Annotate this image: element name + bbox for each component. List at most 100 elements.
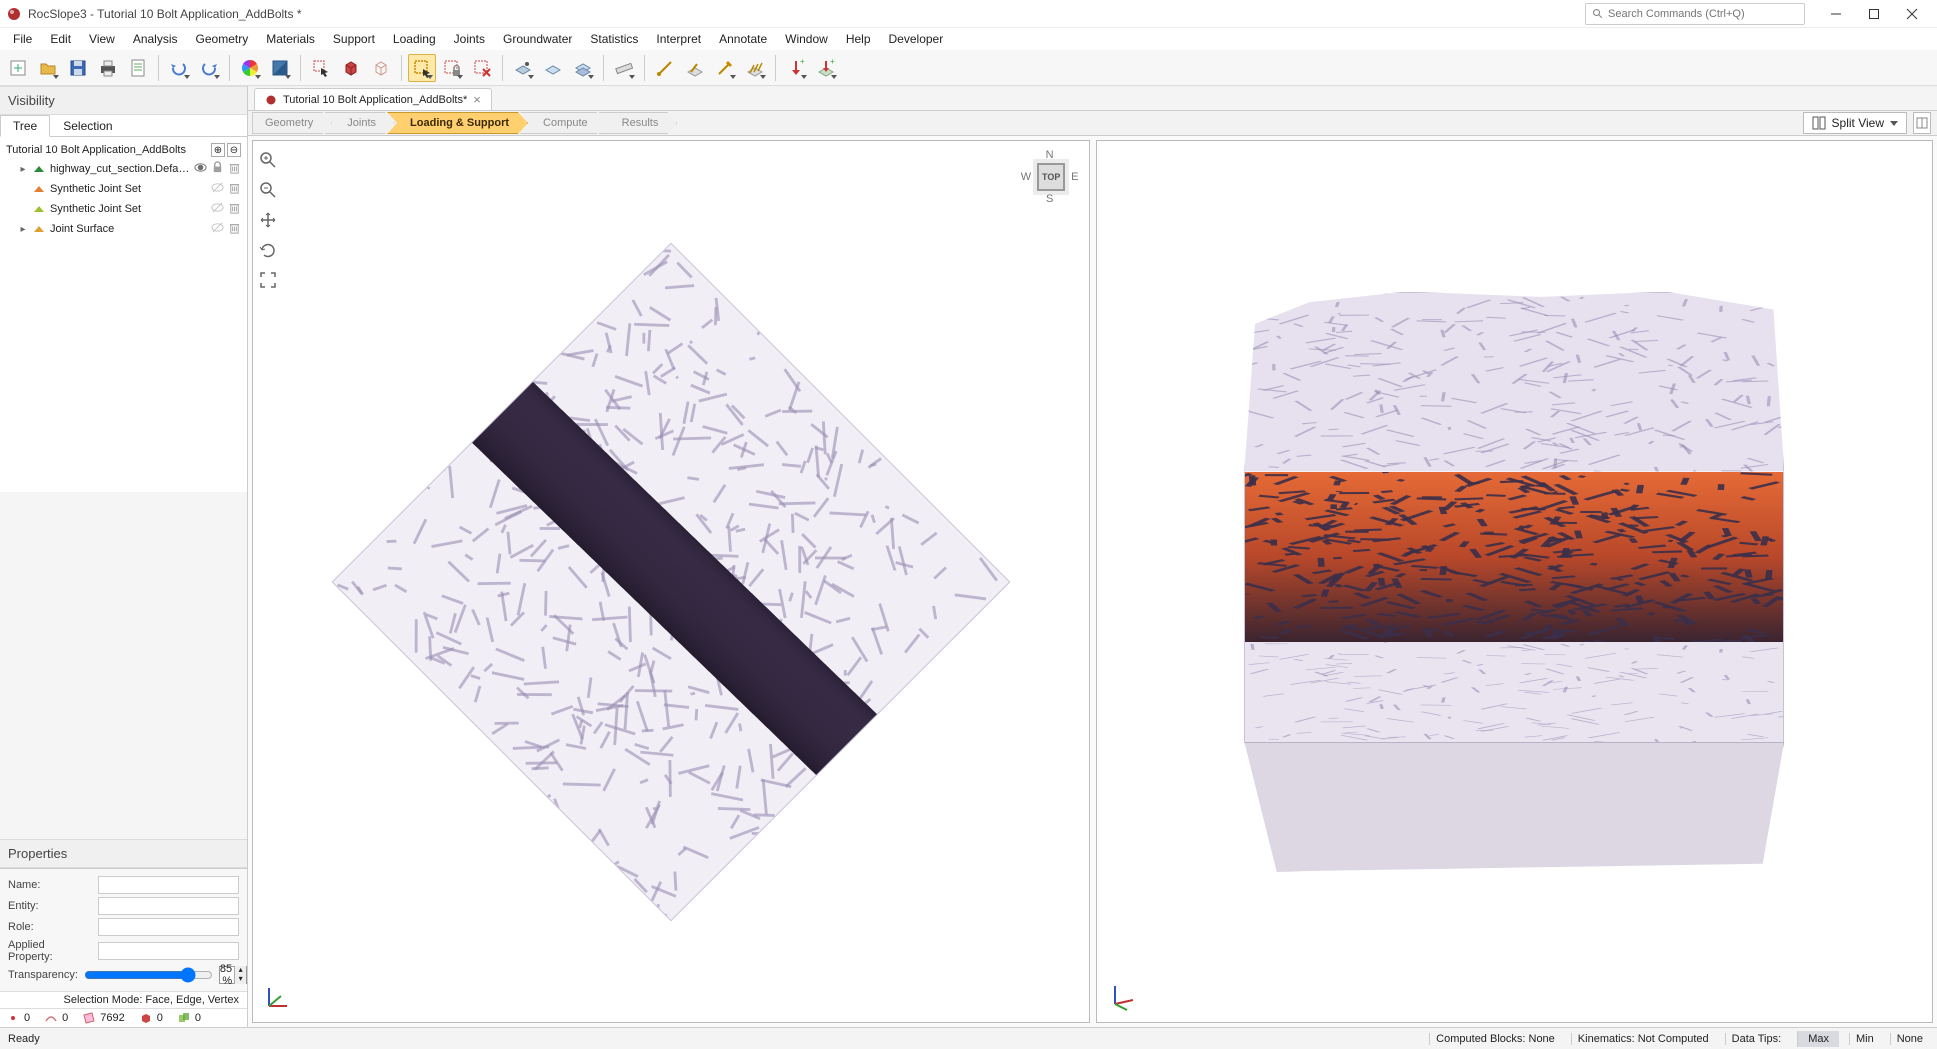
visibility-toggle-icon[interactable]	[194, 161, 207, 177]
delete-icon[interactable]	[228, 161, 241, 177]
slice-icon[interactable]	[509, 54, 537, 82]
select-clear-icon[interactable]	[468, 54, 496, 82]
menu-analysis[interactable]: Analysis	[124, 30, 187, 48]
pan-icon[interactable]	[257, 209, 279, 231]
close-tab-icon[interactable]: ×	[473, 92, 481, 107]
tree-collapse-button[interactable]: ⊖	[227, 143, 241, 157]
tree-item[interactable]: ▸Joint Surface	[4, 219, 243, 239]
data-tips-label: Data Tips:	[1732, 1033, 1782, 1045]
print-icon[interactable]	[94, 54, 122, 82]
visibility-toggle-icon[interactable]	[211, 181, 224, 197]
menu-geometry[interactable]: Geometry	[187, 30, 258, 48]
transparency-slider[interactable]	[84, 967, 213, 983]
menu-interpret[interactable]: Interpret	[647, 30, 710, 48]
minimize-button[interactable]	[1817, 3, 1855, 25]
gradient-icon[interactable]	[266, 54, 294, 82]
workflow-step-loading-support[interactable]: Loading & Support	[387, 112, 528, 134]
chevron-down-icon	[588, 75, 594, 79]
workflow-step-compute[interactable]: Compute	[520, 112, 607, 134]
tree-item-label: highway_cut_section.Default.Mesh	[50, 163, 190, 175]
visibility-toggle-icon[interactable]	[211, 221, 224, 237]
menu-materials[interactable]: Materials	[257, 30, 324, 48]
maximize-button[interactable]	[1855, 3, 1893, 25]
bolt-surface-icon[interactable]	[681, 54, 709, 82]
workflow-step-joints[interactable]: Joints	[324, 112, 395, 134]
data-tips-max[interactable]: Max	[1797, 1031, 1839, 1047]
prop-role-field[interactable]	[98, 918, 239, 936]
undo-icon[interactable]	[165, 54, 193, 82]
expand-icon[interactable]: ▸	[18, 224, 28, 235]
report-icon[interactable]	[124, 54, 152, 82]
visibility-tab-selection[interactable]: Selection	[50, 115, 125, 136]
menu-support[interactable]: Support	[324, 30, 384, 48]
palette-icon[interactable]	[236, 54, 264, 82]
transparency-spinner[interactable]: 85 % ▴▾	[219, 966, 247, 984]
bolt-single-icon[interactable]	[651, 54, 679, 82]
workflow-step-geometry[interactable]: Geometry	[252, 112, 332, 134]
spin-down[interactable]: ▾	[234, 975, 246, 984]
cube-red-icon[interactable]	[337, 54, 365, 82]
menu-statistics[interactable]: Statistics	[581, 30, 647, 48]
prop-entity-field[interactable]	[98, 897, 239, 915]
menu-view[interactable]: View	[80, 30, 124, 48]
redo-icon[interactable]	[195, 54, 223, 82]
menu-window[interactable]: Window	[776, 30, 837, 48]
menu-groundwater[interactable]: Groundwater	[494, 30, 581, 48]
open-icon[interactable]	[34, 54, 62, 82]
menu-file[interactable]: File	[4, 30, 41, 48]
close-button[interactable]	[1893, 3, 1931, 25]
menu-loading[interactable]: Loading	[384, 30, 445, 48]
delete-icon[interactable]	[228, 221, 241, 237]
select-box-icon[interactable]	[408, 54, 436, 82]
search-commands-input[interactable]	[1585, 3, 1805, 25]
tree-expand-button[interactable]: ⊕	[211, 143, 225, 157]
compass-w: W	[1021, 171, 1031, 183]
measure-icon[interactable]	[610, 54, 638, 82]
bolt-grid-icon[interactable]	[741, 54, 769, 82]
tree-item[interactable]: ▸ highway_cut_section.Default.Mesh	[4, 159, 243, 179]
expand-icon[interactable]: ▸	[18, 164, 28, 175]
menu-help[interactable]: Help	[837, 30, 880, 48]
lock-icon[interactable]	[211, 161, 224, 177]
tree-item[interactable]: Synthetic Joint Set	[4, 179, 243, 199]
search-field[interactable]	[1608, 8, 1798, 20]
tree-root[interactable]: Tutorial 10 Bolt Application_AddBolts ⊕ …	[4, 141, 243, 159]
planes-icon[interactable]	[569, 54, 597, 82]
delete-icon[interactable]	[228, 181, 241, 197]
menu-developer[interactable]: Developer	[880, 30, 953, 48]
view-mode-select[interactable]: Split View	[1803, 112, 1907, 134]
view-extra-button[interactable]	[1913, 112, 1931, 134]
plane-icon[interactable]	[539, 54, 567, 82]
menu-annotate[interactable]: Annotate	[710, 30, 776, 48]
pointer-icon[interactable]	[307, 54, 335, 82]
jointset-icon	[32, 202, 46, 216]
fit-icon[interactable]	[257, 269, 279, 291]
menu-edit[interactable]: Edit	[41, 30, 80, 48]
delete-icon[interactable]	[228, 201, 241, 217]
visibility-tab-tree[interactable]: Tree	[0, 115, 50, 137]
prop-applied-field[interactable]	[98, 942, 239, 960]
cube-outline-icon[interactable]	[367, 54, 395, 82]
prop-name-field[interactable]	[98, 876, 239, 894]
visibility-toggle-icon[interactable]	[211, 201, 224, 217]
rotate-icon[interactable]	[257, 239, 279, 261]
menu-joints[interactable]: Joints	[445, 30, 494, 48]
zoom-out-icon[interactable]	[257, 179, 279, 201]
save-icon[interactable]	[64, 54, 92, 82]
tree-item[interactable]: Synthetic Joint Set	[4, 199, 243, 219]
data-tips-none[interactable]: None	[1890, 1033, 1929, 1045]
select-lock-icon[interactable]	[438, 54, 466, 82]
data-tips-min[interactable]: Min	[1849, 1033, 1880, 1045]
workflow-step-results[interactable]: Results	[599, 112, 678, 134]
document-tab[interactable]: Tutorial 10 Bolt Application_AddBolts* ×	[254, 88, 492, 110]
viewport-perspective[interactable]	[1096, 140, 1934, 1023]
view-compass[interactable]: N W TOP E S	[1021, 149, 1079, 205]
load-add-icon[interactable]: +	[782, 54, 810, 82]
viewport-top[interactable]: N W TOP E S	[252, 140, 1090, 1023]
bolt-edit-icon[interactable]	[711, 54, 739, 82]
load-surface-icon[interactable]: +	[812, 54, 840, 82]
new-icon[interactable]	[4, 54, 32, 82]
compass-top[interactable]: TOP	[1037, 163, 1065, 191]
chevron-down-icon	[457, 75, 463, 79]
zoom-in-icon[interactable]	[257, 149, 279, 171]
